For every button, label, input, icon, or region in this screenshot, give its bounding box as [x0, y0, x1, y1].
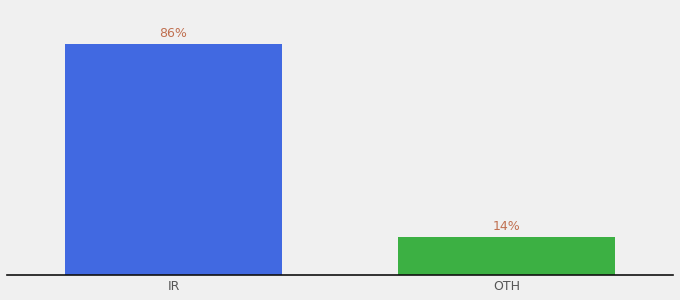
Bar — [65, 44, 282, 274]
Text: 14%: 14% — [492, 220, 520, 233]
Text: 86%: 86% — [160, 27, 188, 40]
Bar — [398, 237, 615, 274]
